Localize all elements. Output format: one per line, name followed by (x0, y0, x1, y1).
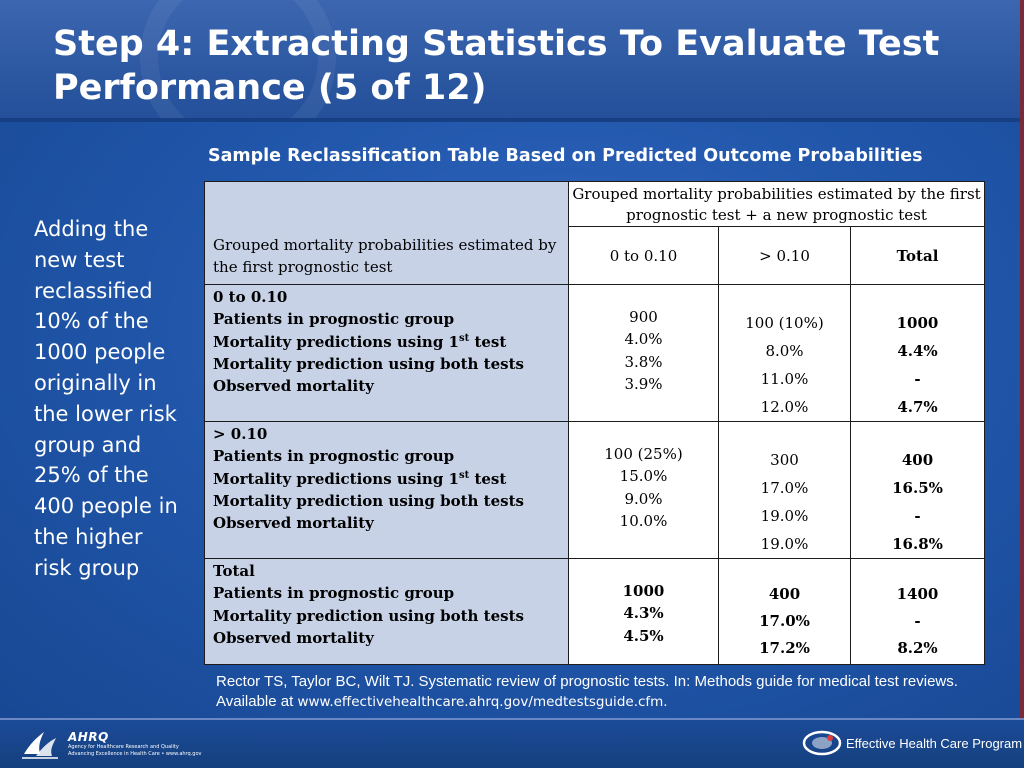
ehc-logo: Effective Health Care Program (802, 730, 1022, 756)
cell-high-low: 100 (25%) 15.0% 9.0% 10.0% (568, 421, 719, 559)
table-row: 0 to 0.10 Patients in prognostic group M… (204, 284, 986, 422)
column-group-title: Grouped mortality probabilities estimate… (567, 181, 986, 227)
col-header-total: Total (849, 226, 986, 285)
cell-low-high: 100 (10%) 8.0% 11.0% 12.0% (718, 284, 851, 422)
title-banner: Step 4: Extracting Statistics To Evaluat… (0, 0, 1024, 156)
cell-high-high: 300 17.0% 19.0% 19.0% (718, 421, 851, 559)
table-row: Total Patients in prognostic group Morta… (204, 558, 986, 665)
row-group-label: > 0.10 (213, 425, 268, 443)
cell-low-low: 900 4.0% 3.8% 3.9% (568, 284, 719, 422)
row-label-low: 0 to 0.10 Patients in prognostic group M… (204, 284, 569, 422)
citation-link[interactable]: www.effectivehealthcare.ahrq.gov/medtest… (297, 694, 668, 710)
citation: Rector TS, Taylor BC, Wilt TJ. Systemati… (216, 672, 986, 712)
slide-title: Step 4: Extracting Statistics To Evaluat… (53, 24, 940, 108)
footer-bar: AHRQ Agency for Healthcare Research and … (0, 718, 1024, 768)
footer-divider (0, 718, 1024, 720)
row-header-title-cell: Grouped mortality probabilities estimate… (204, 181, 569, 285)
col-header-low: 0 to 0.10 (568, 226, 719, 285)
ahrq-logo: AHRQ Agency for Healthcare Research and … (68, 730, 202, 757)
table-row: > 0.10 Patients in prognostic group Mort… (204, 421, 986, 559)
right-edge-bar (1020, 0, 1024, 768)
cell-total-total: 1400- 8.2% (849, 558, 986, 665)
row-label-high: > 0.10 Patients in prognostic group Mort… (204, 421, 569, 559)
ehc-program-name: Effective Health Care Program (846, 735, 1023, 751)
citation-text: Rector TS, Taylor BC, Wilt TJ. Systemati… (216, 673, 958, 710)
row-group-label: 0 to 0.10 (213, 288, 288, 306)
ehc-swirl-icon (802, 730, 842, 756)
row-header-title: Grouped mortality probabilities estimate… (213, 236, 557, 276)
side-note: Adding the new test reclassified 10% of … (34, 217, 178, 580)
row-group-label: Total (213, 562, 255, 580)
banner-divider (0, 118, 1024, 122)
cell-total-low: 1000 4.3% 4.5% (568, 558, 719, 665)
row-label-total: Total Patients in prognostic group Morta… (204, 558, 569, 665)
cell-low-total: 1000 4.4% -4.7% (849, 284, 986, 422)
table-caption: Sample Reclassification Table Based on P… (208, 146, 923, 166)
col-header-high: > 0.10 (718, 226, 851, 285)
cell-high-total: 400 16.5% -16.8% (849, 421, 986, 559)
hhs-eagle-icon (22, 732, 58, 759)
reclassification-table: Grouped mortality probabilities estimate… (204, 181, 986, 665)
cell-total-high: 400 17.0% 17.2% (718, 558, 851, 665)
